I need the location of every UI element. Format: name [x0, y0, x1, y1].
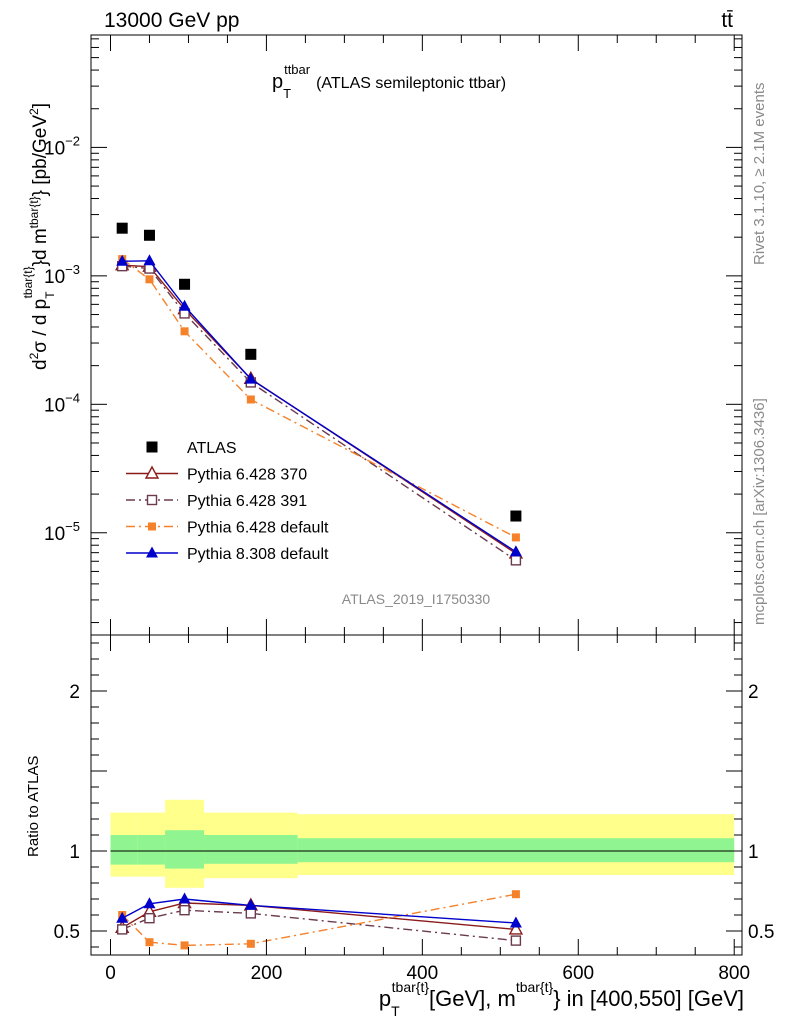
ratio-point-pythia-8-308-default	[116, 911, 129, 923]
main-point-pythia-8-308-default	[143, 254, 156, 266]
rivet-label: Rivet 3.1.10, ≥ 2.1M events	[751, 83, 768, 266]
main-series-pythia-8-308-default	[116, 254, 522, 557]
legend-label: ATLAS	[187, 440, 237, 457]
main-point-pythia-6-428-default	[511, 533, 520, 542]
legend-label: Pythia 6.428 391	[187, 493, 307, 510]
ratio-y-tick-label-right: 2	[748, 682, 759, 703]
ratio-line-pythia-6-428-default	[121, 893, 517, 947]
ratio-series-pythia-6-428-391	[116, 905, 522, 946]
main-point-pythia-6-428-default	[246, 395, 255, 404]
ratio-point-pythia-6-428-391	[245, 908, 257, 919]
ratio-point-pythia-8-308-default	[143, 897, 156, 909]
main-panel: 10−5 10−4 10−3 10−2 pTttbar(ATLAS semilepto…	[21, 34, 743, 636]
legend-marker	[146, 546, 158, 558]
ratio-point-pythia-6-428-391	[510, 935, 522, 946]
main-y-tick-label: 10−2	[44, 133, 80, 159]
main-point-atlas	[116, 222, 128, 234]
ratio-series-pythia-6-428-370	[115, 895, 524, 935]
uncertainty-band-green	[297, 838, 735, 863]
ratio-frame	[90, 634, 743, 956]
main-point-pythia-6-428-default	[180, 327, 189, 336]
legend-marker	[146, 494, 158, 506]
process-label: tt̄	[721, 9, 733, 32]
mcplots-label: mcplots.cern.ch [arXiv:1306.3436]	[751, 398, 768, 625]
x-tick-label: 400	[406, 963, 438, 984]
ratio-point-pythia-6-428-default	[145, 938, 154, 947]
ratio-point-pythia-6-428-391	[116, 924, 128, 935]
legend-label: Pythia 6.428 370	[187, 467, 307, 484]
legend-entry-atlas: ATLAS	[146, 440, 237, 457]
x-tick-label: 0	[105, 963, 116, 984]
ratio-point-pythia-8-308-default	[509, 916, 522, 928]
uncertainty-band-green	[110, 835, 138, 865]
legend-marker	[144, 465, 160, 479]
ratio-y-tick-label: 2	[69, 682, 80, 703]
main-y-axis-title: d2σ / d pTtbar{t}}d mtbar{t}} [pb/GeV2]	[21, 103, 57, 370]
ratio-y-tick-label: 0.5	[54, 922, 80, 943]
uncertainty-band-green	[204, 835, 298, 864]
main-point-pythia-6-428-391	[510, 555, 522, 566]
ratio-point-pythia-6-428-default	[246, 939, 255, 948]
main-point-atlas	[179, 278, 191, 290]
x-tick-label: 200	[251, 963, 283, 984]
legend-marker	[148, 522, 156, 531]
main-point-pythia-8-308-default	[244, 372, 257, 384]
main-point-atlas	[245, 348, 257, 360]
ratio-point-pythia-6-428-370	[508, 921, 524, 935]
legend-marker	[146, 441, 158, 453]
main-y-tick-label: 10−5	[44, 519, 80, 545]
x-tick-label: 800	[718, 963, 750, 984]
ratio-point-pythia-6-428-default	[511, 890, 520, 899]
legend-entry-pythia-8-308-default: Pythia 8.308 default	[126, 546, 329, 563]
ratio-point-pythia-6-428-default	[180, 941, 189, 950]
ratio-point-pythia-6-428-391	[179, 905, 190, 916]
main-series-atlas	[116, 222, 522, 522]
ratio-point-pythia-6-428-391	[144, 913, 155, 924]
ratio-y-tick-label-right: 0.5	[748, 922, 774, 943]
ratio-y-axis-title: Ratio to ATLAS	[25, 756, 42, 857]
ratio-series-pythia-8-308-default	[116, 892, 522, 928]
ratio-y-tick-label-right: 1	[748, 842, 759, 863]
legend-label: Pythia 8.308 default	[187, 546, 329, 563]
main-title: pTttbar(ATLAS semileptonic ttbar)	[272, 62, 506, 101]
uncertainty-band-green	[137, 835, 166, 865]
x-tick-label: 600	[562, 963, 594, 984]
ratio-point-pythia-8-308-default	[244, 898, 257, 910]
ratio-panel: 0.5 0.5 1 1 2 2 0 200 400 600 800 Ratio to ATLAS p…	[25, 634, 774, 1019]
main-point-atlas	[510, 510, 522, 522]
x-axis-title: pTtbar{t}[GeV], mtbar{t}} in [400,550] […	[379, 979, 744, 1019]
ratio-y-tick-label: 1	[69, 842, 80, 863]
legend-entry-pythia-6-428-default: Pythia 6.428 default	[126, 520, 329, 537]
legend-entry-pythia-6-428-370: Pythia 6.428 370	[126, 465, 307, 484]
main-point-pythia-8-308-default	[509, 545, 522, 557]
main-y-tick-label: 10−4	[44, 390, 80, 416]
energy-label: 13000 GeV pp	[104, 9, 239, 32]
main-point-pythia-8-308-default	[116, 254, 129, 266]
legend-entry-pythia-6-428-391: Pythia 6.428 391	[126, 493, 307, 510]
analysis-watermark: ATLAS_2019_I1750330	[342, 591, 491, 607]
uncertainty-band-green	[165, 830, 205, 869]
legend-label: Pythia 6.428 default	[187, 520, 329, 537]
main-point-pythia-8-308-default	[178, 299, 191, 311]
ratio-point-pythia-8-308-default	[178, 892, 191, 904]
main-point-pythia-6-428-default	[145, 275, 154, 284]
main-point-atlas	[143, 229, 155, 241]
main-y-tick-label: 10−3	[44, 262, 80, 288]
legend: ATLAS Pythia 6.428 370 Pythia 6.428 391 Pyt…	[126, 440, 329, 563]
